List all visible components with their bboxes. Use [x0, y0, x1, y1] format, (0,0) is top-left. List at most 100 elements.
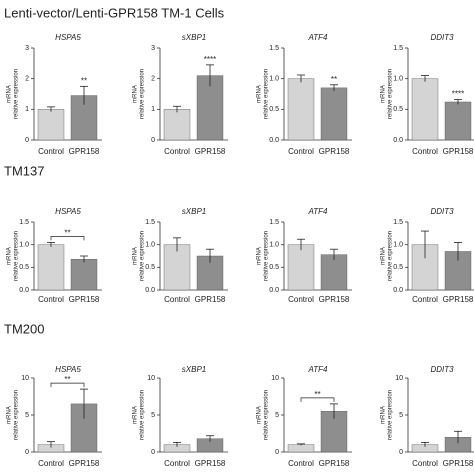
x-tick-label: Control: [38, 459, 64, 468]
chart-title: DDIT3: [430, 207, 454, 216]
y-tick-label: 1.0: [145, 242, 155, 249]
bar: [37, 244, 65, 291]
chart-title: ATF4: [308, 33, 329, 42]
y-tick-label: 2: [151, 76, 155, 83]
y-tick-label: 0.5: [269, 106, 279, 113]
x-tick-label: Control: [38, 295, 64, 304]
x-tick-label: GPR158: [69, 295, 100, 304]
y-axis-label: relative expression: [140, 231, 146, 281]
y-tick-label: 0.0: [393, 137, 403, 144]
bar: [411, 78, 439, 141]
y-tick-label: 0: [151, 449, 155, 456]
chart-title: HSPA5: [55, 33, 81, 42]
figure-title: Lenti-vector/Lenti-GPR158 TM-1 Cells: [4, 5, 225, 20]
x-tick-label: Control: [164, 459, 190, 468]
bar: [287, 444, 315, 453]
x-tick-label: Control: [412, 459, 438, 468]
x-tick-label: GPR158: [443, 147, 474, 156]
y-axis-label: mRNA: [381, 406, 387, 424]
significance: **: [331, 75, 337, 84]
x-tick-label: GPR158: [319, 295, 350, 304]
x-tick-label: Control: [164, 147, 190, 156]
chart-title: DDIT3: [430, 33, 454, 42]
significance: **: [64, 229, 70, 238]
y-axis-label: relative expression: [140, 390, 146, 440]
bar: [320, 87, 348, 141]
bar: [163, 109, 191, 141]
y-tick-label: 1: [25, 106, 29, 113]
bar: [70, 258, 98, 291]
chart-title: sXBP1: [182, 365, 206, 374]
x-tick-label: GPR158: [319, 147, 350, 156]
y-axis-label: relative expression: [388, 390, 394, 440]
y-axis-label: relative expression: [264, 390, 270, 440]
chart-title: HSPA5: [55, 365, 81, 374]
y-tick-label: 1.5: [393, 45, 403, 52]
chart-title: DDIT3: [430, 365, 454, 374]
chart-title: HSPA5: [55, 207, 81, 216]
y-axis-label: mRNA: [381, 247, 387, 265]
y-axis-label: relative expression: [388, 231, 394, 281]
chart-title: sXBP1: [182, 33, 206, 42]
x-tick-label: GPR158: [69, 147, 100, 156]
y-axis-label: relative expression: [14, 390, 20, 440]
y-tick-label: 0: [399, 449, 403, 456]
y-tick-label: 1.0: [393, 76, 403, 83]
row-label: TM200: [4, 321, 44, 336]
y-tick-label: 0.0: [393, 287, 403, 294]
y-axis-label: mRNA: [7, 406, 13, 424]
x-tick-label: GPR158: [195, 147, 226, 156]
x-tick-label: GPR158: [69, 459, 100, 468]
y-tick-label: 0.0: [269, 137, 279, 144]
y-tick-label: 0.0: [269, 287, 279, 294]
bar: [163, 244, 191, 291]
y-tick-label: 1.5: [269, 45, 279, 52]
y-axis-label: mRNA: [257, 406, 263, 424]
y-axis-label: mRNA: [133, 247, 139, 265]
y-tick-label: 3: [25, 45, 29, 52]
y-tick-label: 10: [395, 375, 403, 382]
y-tick-label: 0.5: [145, 264, 155, 271]
y-tick-label: 1.5: [145, 219, 155, 226]
y-tick-label: 0.5: [269, 264, 279, 271]
y-axis-label: relative expression: [14, 231, 20, 281]
y-axis-label: relative expression: [14, 69, 20, 119]
y-tick-label: 0: [275, 449, 279, 456]
y-tick-label: 10: [21, 375, 29, 382]
y-tick-label: 0: [25, 137, 29, 144]
y-tick-label: 1.5: [269, 219, 279, 226]
y-tick-label: 0.5: [393, 106, 403, 113]
x-tick-label: GPR158: [195, 459, 226, 468]
y-tick-label: 5: [275, 412, 279, 419]
y-axis-label: mRNA: [133, 85, 139, 103]
y-tick-label: 1.0: [269, 76, 279, 83]
y-tick-label: 0.5: [19, 264, 29, 271]
significance: **: [64, 375, 70, 384]
y-tick-label: 2: [25, 76, 29, 83]
y-tick-label: 1: [151, 106, 155, 113]
bar: [444, 101, 472, 141]
y-axis-label: mRNA: [7, 247, 13, 265]
significance: ****: [452, 90, 464, 99]
y-axis-label: relative expression: [140, 69, 146, 119]
chart-title: sXBP1: [182, 207, 206, 216]
y-tick-label: 5: [25, 412, 29, 419]
x-tick-label: Control: [164, 295, 190, 304]
x-tick-label: Control: [288, 147, 314, 156]
y-axis-label: relative expression: [388, 69, 394, 119]
x-tick-label: Control: [288, 295, 314, 304]
row-label: TM137: [4, 163, 44, 178]
x-tick-label: Control: [412, 147, 438, 156]
y-tick-label: 5: [399, 412, 403, 419]
y-tick-label: 10: [147, 375, 155, 382]
y-tick-label: 0.0: [145, 287, 155, 294]
y-axis-label: mRNA: [257, 247, 263, 265]
y-axis-label: mRNA: [7, 85, 13, 103]
y-axis-label: relative expression: [264, 69, 270, 119]
x-tick-label: GPR158: [319, 459, 350, 468]
bar: [37, 109, 65, 141]
significance-bracket: [50, 382, 85, 388]
x-tick-label: Control: [412, 295, 438, 304]
y-tick-label: 1.0: [393, 242, 403, 249]
